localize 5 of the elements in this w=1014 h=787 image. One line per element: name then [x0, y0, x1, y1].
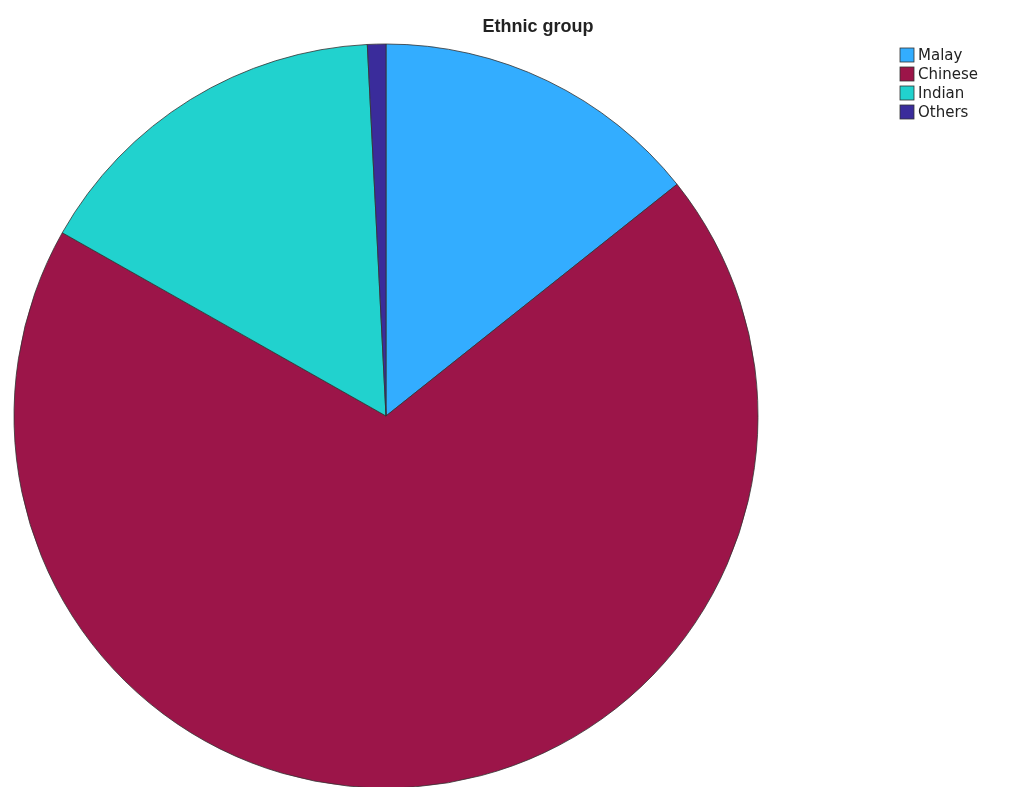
- chart-title: Ethnic group: [482, 16, 594, 36]
- legend-label: Indian: [918, 84, 965, 102]
- legend-label: Others: [918, 103, 969, 121]
- legend-label: Malay: [918, 46, 963, 64]
- legend-label: Chinese: [918, 65, 978, 83]
